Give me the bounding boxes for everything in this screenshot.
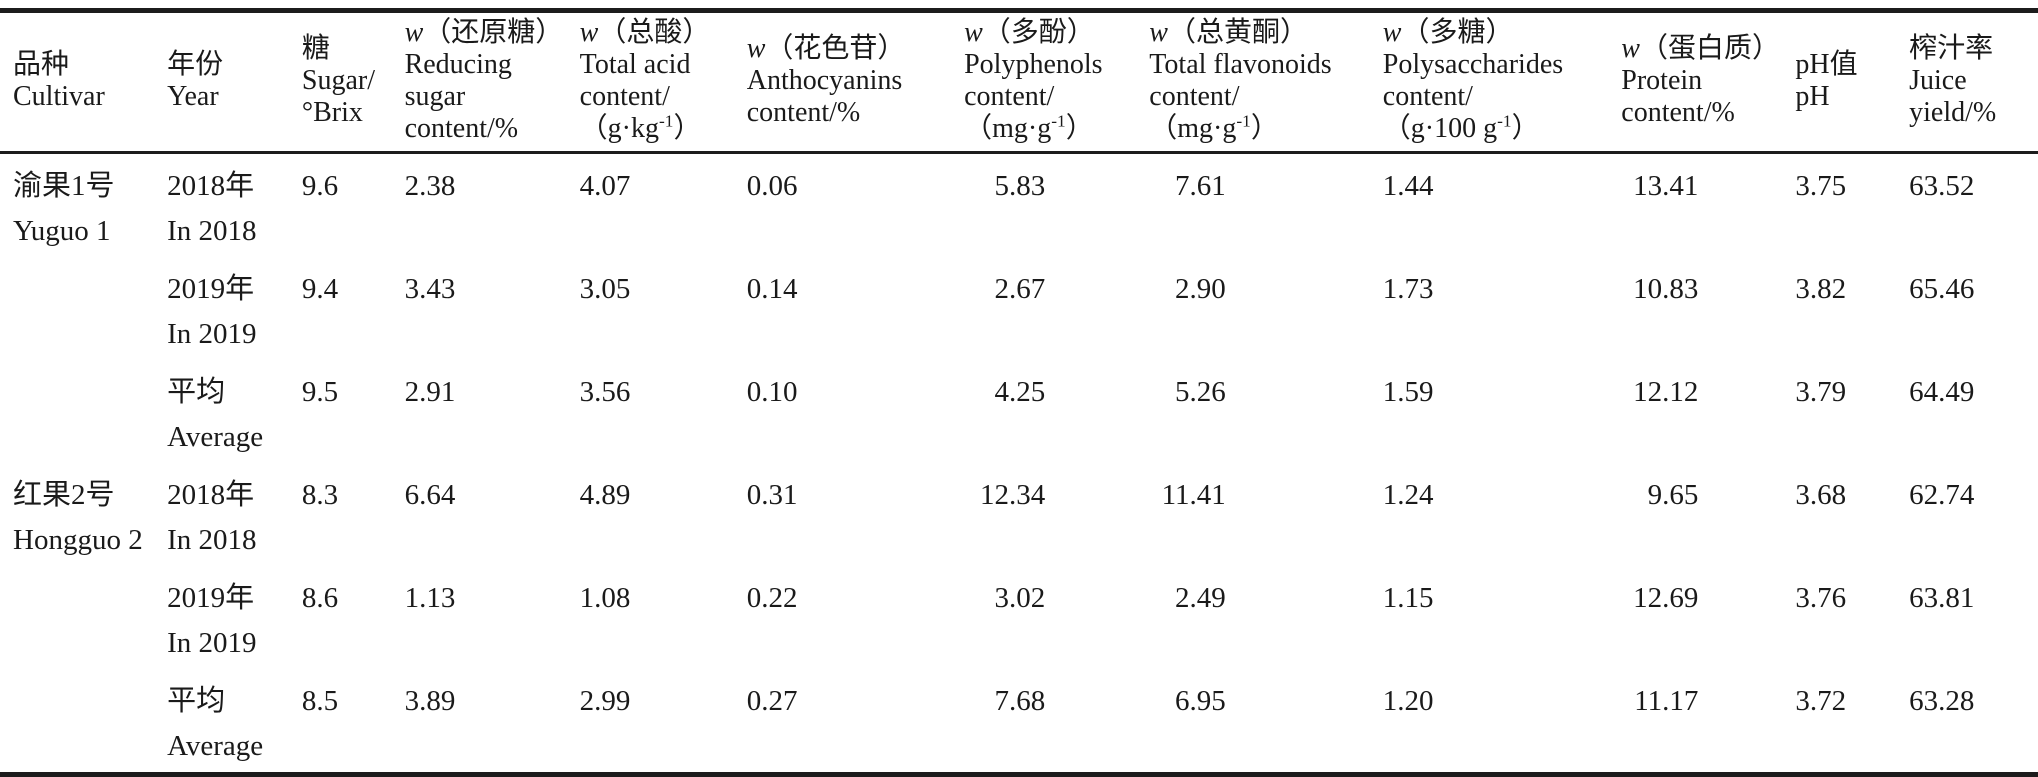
cell-polyphenols: 12.34 <box>980 479 1046 511</box>
cell-cultivar: 红果2号 Hongguo 2 <box>13 479 143 556</box>
header-protein: w（蛋白质） Protein content/% <box>1621 10 1796 154</box>
cell-total_flavonoids: 6.95 <box>1175 685 1226 717</box>
cell-total_acid: 1.08 <box>579 582 631 614</box>
cell-sugar: 9.6 <box>301 170 339 202</box>
cell-ph: 3.72 <box>1795 685 1847 717</box>
cell-polyphenols: 7.68 <box>994 685 1046 717</box>
cell-ph: 3.82 <box>1795 273 1847 305</box>
cell-reducing_sugar: 1.13 <box>404 582 456 614</box>
cell-juice_yield: 63.81 <box>1909 582 1975 614</box>
cell-sugar: 8.3 <box>301 479 339 511</box>
cell-total_flavonoids: 7.61 <box>1175 170 1226 202</box>
cell-total_flavonoids: 5.26 <box>1175 376 1226 408</box>
cell-total_acid: 4.07 <box>579 170 631 202</box>
table-row: 2019年 In 2019 8.6 1.13 1.08 0.22 3.02 2.49 1.15 1… <box>0 566 2038 669</box>
cell-total_acid: 3.05 <box>579 273 631 305</box>
table-row: 2019年 In 2019 9.4 3.43 3.05 0.14 2.67 2.90 1.73 1… <box>0 257 2038 360</box>
cell-polyphenols: 5.83 <box>994 170 1046 202</box>
header-row: 品种 Cultivar 年份 Year 糖 Sugar/°Brix w（还原糖） Reduci… <box>0 10 2038 154</box>
cell-polyphenols: 2.67 <box>994 273 1046 305</box>
cell-protein: 11.17 <box>1634 685 1699 717</box>
cell-ph: 3.76 <box>1795 582 1847 614</box>
header-reducing_sugar: w（还原糖） Reducing sugar content/% <box>404 10 580 154</box>
header-ph: pH值 pH <box>1795 10 1910 154</box>
cell-sugar: 9.5 <box>301 376 339 408</box>
header-sugar: 糖 Sugar/°Brix <box>301 10 405 154</box>
cell-total_flavonoids: 2.49 <box>1175 582 1226 614</box>
header-anthocyanins: w（花色苷） Anthocyanins content/% <box>746 10 965 154</box>
cell-protein: 9.65 <box>1647 479 1699 511</box>
cell-sugar: 8.5 <box>301 685 339 717</box>
cell-year: 2018年 In 2018 <box>167 170 257 247</box>
cell-sugar: 9.4 <box>301 273 339 305</box>
cell-anthocyanins: 0.06 <box>746 170 798 202</box>
table-row: 红果2号 Hongguo 2 2018年 In 2018 8.3 6.64 4.89 0.31… <box>0 463 2038 566</box>
cell-juice_yield: 63.52 <box>1909 170 1975 202</box>
cell-ph: 3.75 <box>1795 170 1847 202</box>
header-year: 年份 Year <box>167 10 302 154</box>
cell-polysaccharides: 1.20 <box>1382 685 1434 717</box>
cell-anthocyanins: 0.22 <box>746 582 798 614</box>
cell-anthocyanins: 0.14 <box>746 273 798 305</box>
cell-year: 2018年 In 2018 <box>167 479 257 556</box>
cell-protein: 13.41 <box>1633 170 1699 202</box>
header-polyphenols: w（多酚） Polyphenols content/（mg·g-1） <box>964 10 1150 154</box>
cell-juice_yield: 64.49 <box>1909 376 1975 408</box>
cell-juice_yield: 65.46 <box>1909 273 1975 305</box>
cell-reducing_sugar: 2.38 <box>404 170 456 202</box>
cell-polysaccharides: 1.15 <box>1382 582 1434 614</box>
cell-polysaccharides: 1.73 <box>1382 273 1434 305</box>
cell-total_acid: 4.89 <box>579 479 631 511</box>
cell-reducing_sugar: 3.89 <box>404 685 456 717</box>
cell-anthocyanins: 0.10 <box>746 376 798 408</box>
cell-polysaccharides: 1.44 <box>1382 170 1434 202</box>
cell-year: 2019年 In 2019 <box>167 582 257 659</box>
table-header: 品种 Cultivar 年份 Year 糖 Sugar/°Brix w（还原糖） Reduci… <box>0 10 2038 154</box>
table-row: 渝果1号 Yuguo 1 2018年 In 2018 9.6 2.38 4.07 0.06 5.… <box>0 153 2038 258</box>
cultivar-quality-table: 品种 Cultivar 年份 Year 糖 Sugar/°Brix w（还原糖） Reduci… <box>0 8 2038 777</box>
cell-total_flavonoids: 2.90 <box>1175 273 1226 305</box>
cell-anthocyanins: 0.27 <box>746 685 798 717</box>
header-total_acid: w（总酸） Total acid content/（g·kg-1） <box>579 10 747 154</box>
header-polysaccharides: w（多糖） Polysaccharides content/（g·100 g-1） <box>1382 10 1622 154</box>
table-body: 渝果1号 Yuguo 1 2018年 In 2018 9.6 2.38 4.07 0.06 5.… <box>0 153 2038 775</box>
header-cultivar: 品种 Cultivar <box>0 10 168 154</box>
cell-sugar: 8.6 <box>301 582 339 614</box>
cell-total_acid: 2.99 <box>579 685 631 717</box>
cell-protein: 10.83 <box>1633 273 1699 305</box>
header-total_flavonoids: w（总黄酮） Total flavonoids content/（mg·g-1） <box>1149 10 1383 154</box>
cell-total_acid: 3.56 <box>579 376 631 408</box>
cell-year: 平均 Average <box>167 685 264 762</box>
cell-reducing_sugar: 6.64 <box>404 479 456 511</box>
cell-reducing_sugar: 3.43 <box>404 273 456 305</box>
cell-juice_yield: 62.74 <box>1909 479 1975 511</box>
cell-year: 平均 Average <box>167 376 264 453</box>
cell-cultivar: 渝果1号 Yuguo 1 <box>13 170 115 247</box>
cell-protein: 12.12 <box>1633 376 1699 408</box>
cell-polysaccharides: 1.24 <box>1382 479 1434 511</box>
cell-reducing_sugar: 2.91 <box>404 376 456 408</box>
header-juice_yield: 榨汁率 Juice yield/% <box>1909 10 2038 154</box>
cell-polyphenols: 3.02 <box>994 582 1046 614</box>
cell-juice_yield: 63.28 <box>1909 685 1975 717</box>
cell-ph: 3.68 <box>1795 479 1847 511</box>
cell-polysaccharides: 1.59 <box>1382 376 1434 408</box>
cell-anthocyanins: 0.31 <box>746 479 798 511</box>
cell-total_flavonoids: 11.41 <box>1161 479 1226 511</box>
table-row: 平均 Average 9.5 2.91 3.56 0.10 4.25 5.26 1.59 12.1… <box>0 360 2038 463</box>
table-row: 平均 Average 8.5 3.89 2.99 0.27 7.68 6.95 1.20 11.1… <box>0 669 2038 775</box>
cell-polyphenols: 4.25 <box>994 376 1046 408</box>
cell-year: 2019年 In 2019 <box>167 273 257 350</box>
cell-protein: 12.69 <box>1633 582 1699 614</box>
cell-ph: 3.79 <box>1795 376 1847 408</box>
